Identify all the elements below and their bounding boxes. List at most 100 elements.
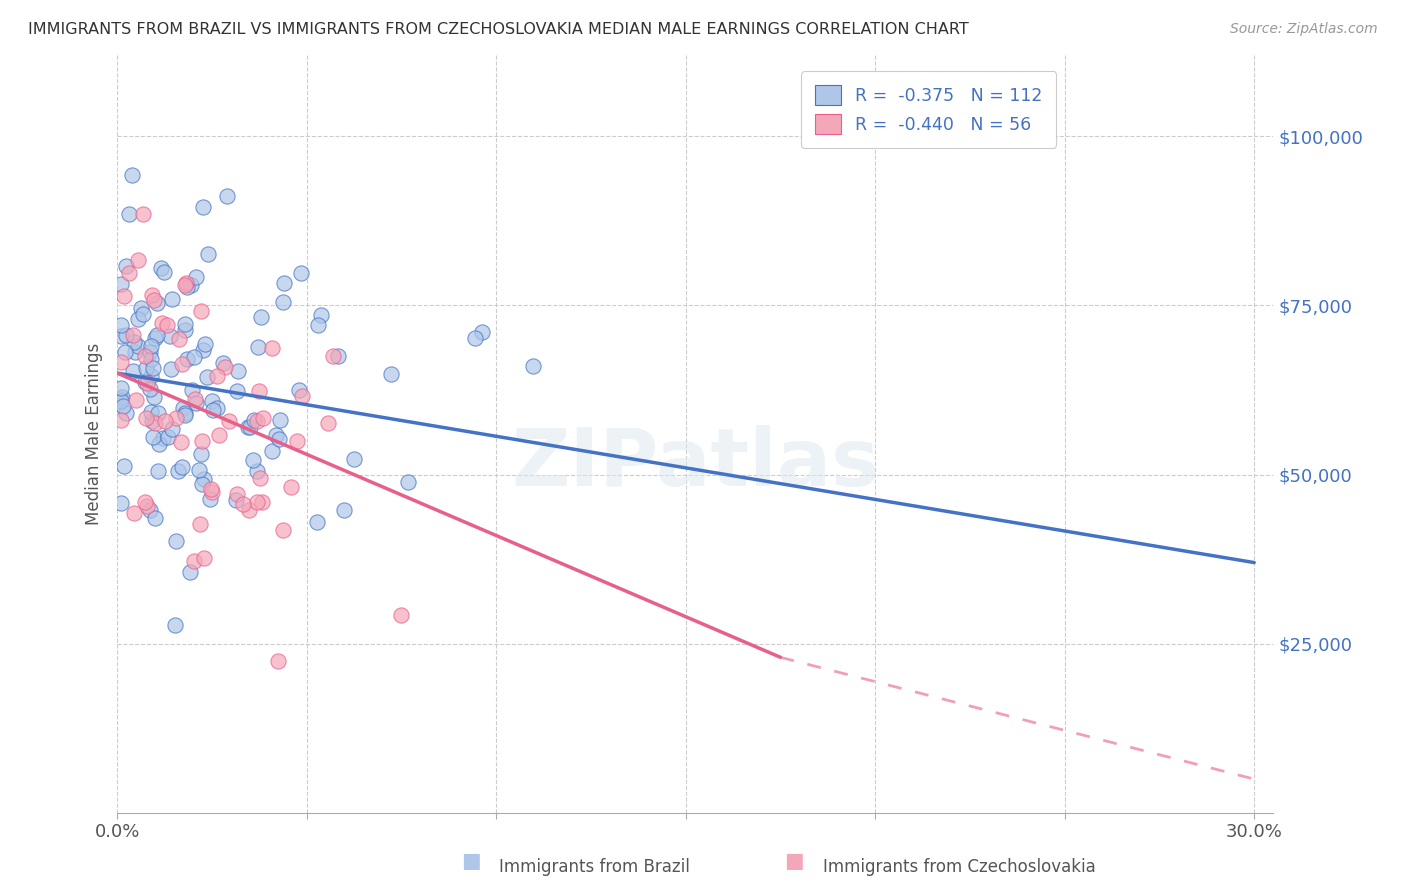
Text: ■: ■ xyxy=(461,852,481,871)
Point xyxy=(121,364,143,378)
Point xyxy=(208,427,231,442)
Point xyxy=(200,491,222,506)
Point xyxy=(239,420,262,434)
Point xyxy=(236,420,259,434)
Point xyxy=(307,318,329,332)
Point xyxy=(288,384,311,398)
Point xyxy=(165,410,187,425)
Point xyxy=(112,399,135,413)
Point xyxy=(205,369,228,384)
Point xyxy=(246,464,269,478)
Point xyxy=(172,357,194,371)
Point xyxy=(471,325,494,339)
Point xyxy=(228,364,250,378)
Point xyxy=(143,331,166,345)
Point xyxy=(134,376,156,390)
Point xyxy=(179,565,201,579)
Point xyxy=(184,270,207,285)
Point xyxy=(264,428,287,442)
Point xyxy=(193,550,215,565)
Text: ZIPatlas: ZIPatlas xyxy=(510,425,879,503)
Point xyxy=(159,329,181,343)
Point xyxy=(115,259,138,273)
Point xyxy=(193,343,215,357)
Point xyxy=(184,392,207,406)
Point xyxy=(232,497,254,511)
Point xyxy=(150,316,173,330)
Point xyxy=(121,169,143,183)
Point xyxy=(141,414,163,428)
Point xyxy=(242,452,264,467)
Point xyxy=(162,422,184,436)
Point xyxy=(212,356,235,370)
Point xyxy=(110,495,132,509)
Point xyxy=(143,416,166,430)
Point xyxy=(172,401,194,415)
Point xyxy=(112,288,135,302)
Point xyxy=(112,458,135,473)
Point xyxy=(215,189,238,203)
Point xyxy=(305,515,328,529)
Point xyxy=(165,533,187,548)
Point xyxy=(183,351,205,365)
Point xyxy=(191,434,214,449)
Point xyxy=(464,331,486,345)
Point xyxy=(148,437,170,451)
Point xyxy=(252,411,274,425)
Point xyxy=(195,369,218,384)
Point xyxy=(273,277,295,291)
Point xyxy=(127,252,149,267)
Point xyxy=(142,430,165,444)
Point xyxy=(143,511,166,525)
Text: Source: ZipAtlas.com: Source: ZipAtlas.com xyxy=(1230,22,1378,37)
Point xyxy=(193,200,215,214)
Point xyxy=(290,266,312,280)
Point xyxy=(226,487,249,501)
Point xyxy=(110,328,132,343)
Point xyxy=(180,278,202,293)
Point xyxy=(326,349,349,363)
Point xyxy=(269,412,291,426)
Point xyxy=(225,493,247,508)
Point xyxy=(176,280,198,294)
Point xyxy=(247,340,270,354)
Point xyxy=(246,414,269,428)
Point xyxy=(153,414,176,428)
Point xyxy=(139,351,162,366)
Point xyxy=(238,503,260,517)
Point xyxy=(389,608,412,623)
Point xyxy=(124,345,146,359)
Point xyxy=(110,381,132,395)
Point xyxy=(110,355,132,369)
Point xyxy=(271,523,294,537)
Point xyxy=(148,464,170,478)
Point xyxy=(202,403,225,417)
Point xyxy=(200,483,222,497)
Point xyxy=(146,405,169,419)
Legend: R =  -0.375   N = 112, R =  -0.440   N = 56: R = -0.375 N = 112, R = -0.440 N = 56 xyxy=(801,71,1056,148)
Point xyxy=(205,401,228,416)
Point xyxy=(242,413,264,427)
Point xyxy=(174,277,197,292)
Point xyxy=(201,393,224,408)
Point xyxy=(226,384,249,398)
Point xyxy=(118,207,141,221)
Point xyxy=(266,654,288,668)
Point xyxy=(197,247,219,261)
Point xyxy=(176,352,198,367)
Point xyxy=(139,503,162,517)
Point xyxy=(110,277,132,292)
Point xyxy=(250,310,273,324)
Point xyxy=(111,390,134,404)
Point xyxy=(194,337,217,351)
Point xyxy=(309,308,332,322)
Point xyxy=(396,475,419,489)
Point xyxy=(122,506,145,520)
Point xyxy=(110,413,132,427)
Point xyxy=(132,307,155,321)
Point xyxy=(125,392,148,407)
Point xyxy=(285,434,308,448)
Point xyxy=(160,361,183,376)
Point xyxy=(142,390,165,404)
Point xyxy=(167,464,190,478)
